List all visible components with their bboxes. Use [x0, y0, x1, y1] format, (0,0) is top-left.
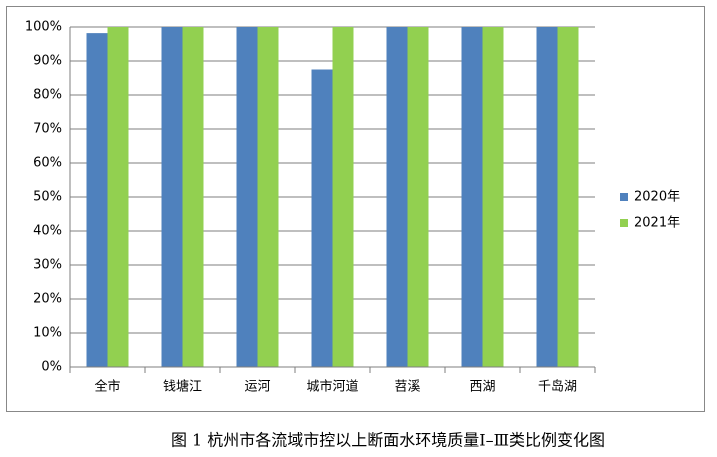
y-tick-label: 60%: [33, 156, 62, 171]
bar: [461, 27, 483, 367]
bar: [482, 27, 504, 367]
legend-label: 2021年: [634, 216, 680, 231]
y-tick-label: 40%: [33, 224, 62, 239]
bar: [557, 27, 579, 367]
legend-swatch: [620, 193, 628, 201]
y-tick-label: 50%: [33, 190, 62, 205]
x-tick-label: 苕溪: [394, 380, 420, 395]
bar: [107, 27, 129, 367]
bar: [536, 27, 558, 367]
y-tick-label: 0%: [41, 360, 62, 375]
caption: 图 1 杭州市各流域市控以上断面水环境质量Ⅰ–Ⅲ类比例变化图: [171, 431, 605, 450]
bar: [407, 27, 429, 367]
x-tick-label: 全市: [94, 379, 120, 395]
bar: [86, 33, 108, 368]
x-tick-label: 运河: [244, 380, 270, 395]
bar: [257, 27, 279, 367]
chart-border: [6, 6, 705, 412]
legend-label: 2020年: [634, 190, 680, 205]
x-tick-label: 西湖: [469, 380, 495, 395]
bar: [311, 69, 333, 367]
y-tick-label: 20%: [33, 292, 62, 307]
y-tick-label: 80%: [33, 88, 62, 103]
y-tick-label: 100%: [25, 20, 62, 35]
x-tick-label: 钱塘江: [163, 379, 202, 395]
y-tick-label: 70%: [33, 122, 62, 137]
y-tick-label: 90%: [33, 54, 62, 69]
bar: [182, 27, 204, 367]
x-tick-label: 城市河道: [306, 379, 358, 395]
x-tick-label: 千岛湖: [538, 379, 577, 395]
bar: [332, 27, 354, 367]
y-tick-label: 30%: [33, 258, 62, 273]
legend-swatch: [620, 219, 628, 227]
y-tick-label: 10%: [33, 326, 62, 341]
bar: [386, 27, 408, 367]
bar: [236, 27, 258, 367]
bar: [161, 27, 183, 367]
